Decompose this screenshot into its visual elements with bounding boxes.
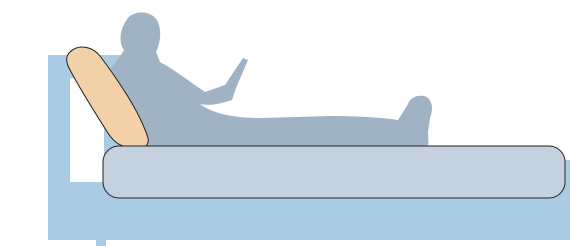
person (100, 12, 432, 146)
illustration (0, 0, 570, 246)
mattress (103, 146, 565, 198)
bed-leg (96, 238, 106, 246)
